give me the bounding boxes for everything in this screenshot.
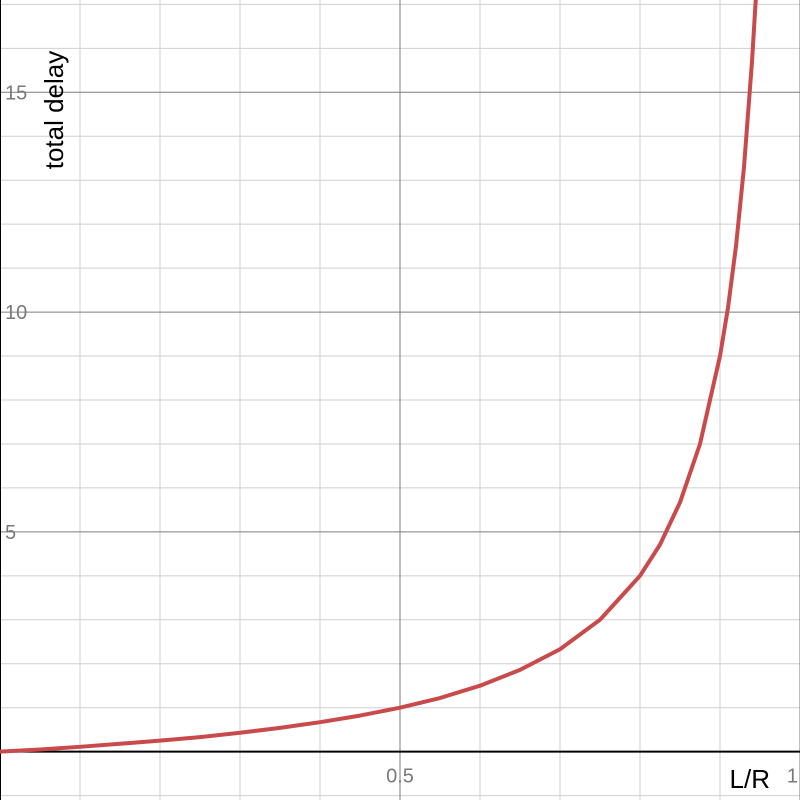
y-tick-label: 10: [5, 302, 27, 324]
x-tick-label: 1: [787, 766, 798, 788]
series-line: [0, 0, 758, 754]
y-axis-label: total delay: [39, 51, 69, 170]
series: [0, 0, 758, 754]
y-tick-label: 5: [5, 522, 16, 544]
x-tick-label: 0.5: [386, 766, 414, 788]
x-axis-label: L/R: [730, 764, 770, 794]
y-tick-label: 15: [5, 82, 27, 104]
